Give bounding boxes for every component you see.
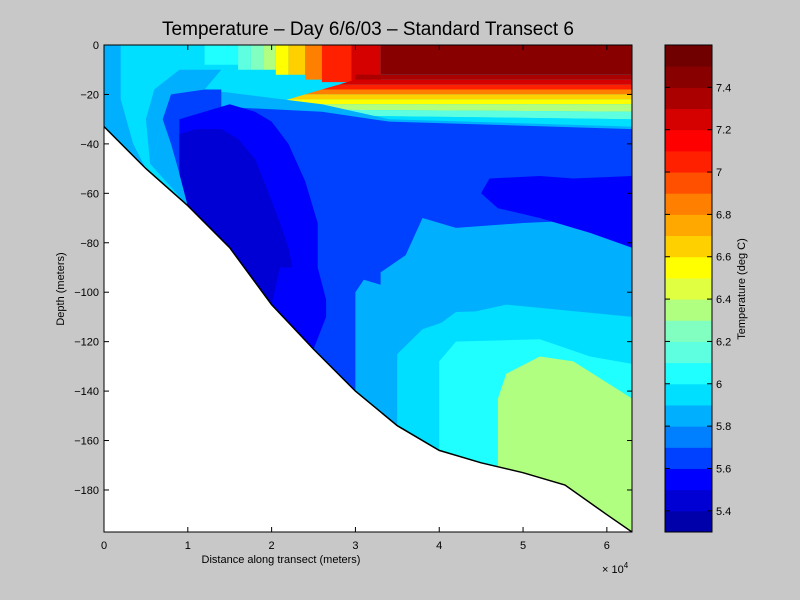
bathymetry-line — [104, 126, 632, 532]
x-tick-label: 3 — [352, 540, 358, 552]
x-tick-label: 6 — [604, 540, 610, 552]
colorbar-swatch — [665, 510, 712, 533]
colorbar-tick-label: 6.2 — [716, 336, 731, 348]
colorbar-swatch — [665, 108, 712, 131]
y-tick-label: −160 — [74, 436, 99, 448]
colorbar-frame — [664, 44, 713, 533]
contour-region — [321, 84, 632, 90]
colorbar-tick-label: 5.4 — [716, 506, 731, 518]
y-tick-label: −20 — [80, 89, 99, 101]
colorbar-swatch — [665, 214, 712, 237]
y-tick-label: −100 — [74, 287, 99, 299]
contour-region — [288, 94, 632, 100]
colorbar-label: Temperature (deg C) — [736, 238, 748, 340]
colorbar-swatch — [665, 129, 712, 152]
colorbar-swatch — [665, 489, 712, 512]
colorbar-tick-label: 6.6 — [716, 252, 731, 264]
colorbar-swatch — [665, 172, 712, 194]
y-tick-label: −120 — [74, 337, 99, 349]
contour-region — [321, 45, 352, 83]
colorbar-swatch — [665, 277, 712, 300]
y-tick-label: 0 — [93, 40, 99, 52]
colorbar-tick-label: 5.8 — [716, 421, 731, 433]
colorbar-tick-label: 6 — [716, 379, 722, 391]
colorbar-tick-label: 7.2 — [716, 125, 731, 137]
y-tick-label: −80 — [80, 238, 99, 250]
colorbar-swatch — [665, 320, 712, 342]
x-tick-label: 4 — [436, 540, 442, 552]
contour-region — [120, 45, 205, 169]
plot-area: 0 1 2 3 4 5 6 0 −20 −40 −60 −80 −100 −120 −140 −160 −180 — [74, 40, 633, 552]
contour-region — [145, 69, 222, 164]
colorbar-swatch — [665, 383, 712, 406]
x-axis-exponent: × 104 — [602, 561, 629, 576]
colorbar-swatch — [665, 150, 712, 173]
colorbar-swatch — [665, 45, 712, 67]
contour-region — [238, 45, 251, 70]
contour-region — [104, 45, 146, 169]
colorbar-swatch — [665, 87, 712, 110]
x-exponent-power: 4 — [624, 561, 629, 570]
y-axis-label: Depth (meters) — [55, 252, 67, 325]
contour-layer — [104, 45, 632, 532]
x-tick-label: 2 — [269, 540, 275, 552]
seafloor-region — [104, 126, 632, 532]
colorbar-swatch — [665, 193, 712, 215]
plot-frame — [103, 44, 633, 533]
colorbar-tick-label: 5.6 — [716, 463, 731, 475]
contour-region — [481, 176, 632, 248]
contour-region — [179, 129, 293, 305]
y-tick-label: −40 — [80, 139, 99, 151]
contour-region — [338, 79, 632, 85]
contour-region — [275, 45, 289, 75]
colorbar-swatch — [665, 468, 712, 491]
x-tick-label: 5 — [520, 540, 526, 552]
contour-region — [355, 74, 632, 80]
y-tick-label: −60 — [80, 188, 99, 200]
colorbar-tick-label: 6.8 — [716, 209, 731, 221]
contour-region — [254, 104, 632, 112]
colorbar-swatch — [665, 341, 712, 364]
colorbar-swatch — [665, 426, 712, 448]
contour-region — [288, 45, 306, 75]
colorbar-tick-label: 7.4 — [716, 82, 731, 94]
colorbar-swatch — [665, 362, 712, 385]
y-tick-label: −140 — [74, 386, 99, 398]
y-tick-label: −180 — [74, 485, 99, 497]
contour-region — [263, 45, 276, 70]
colorbar-tick-label: 6.4 — [716, 294, 731, 306]
contour-region — [380, 45, 632, 75]
colorbar-swatch — [665, 66, 712, 88]
colorbar: 5.4 5.6 5.8 6 6.2 6.4 6.6 6.8 7 7.2 7.4 — [664, 44, 731, 533]
colorbar-tick-label: 7 — [716, 167, 722, 179]
colorbar-swatch — [665, 256, 712, 279]
contour-region — [351, 45, 381, 83]
chart-title: Temperature – Day 6/6/03 – Standard Tran… — [162, 19, 574, 40]
contour-region — [305, 89, 632, 95]
x-tick-label: 1 — [185, 540, 191, 552]
contour-region — [305, 45, 322, 80]
colorbar-swatch — [665, 404, 712, 427]
contour-region — [204, 45, 239, 65]
contour-region — [271, 99, 632, 105]
colorbar-swatch — [665, 235, 712, 258]
colorbar-swatch — [665, 299, 712, 321]
contour-region — [497, 356, 632, 532]
x-axis-label: Distance along transect (meters) — [202, 554, 361, 566]
colorbar-swatch — [665, 447, 712, 469]
x-exponent-base: × 10 — [602, 564, 624, 576]
x-tick-label: 0 — [101, 540, 107, 552]
contour-region — [250, 45, 264, 70]
